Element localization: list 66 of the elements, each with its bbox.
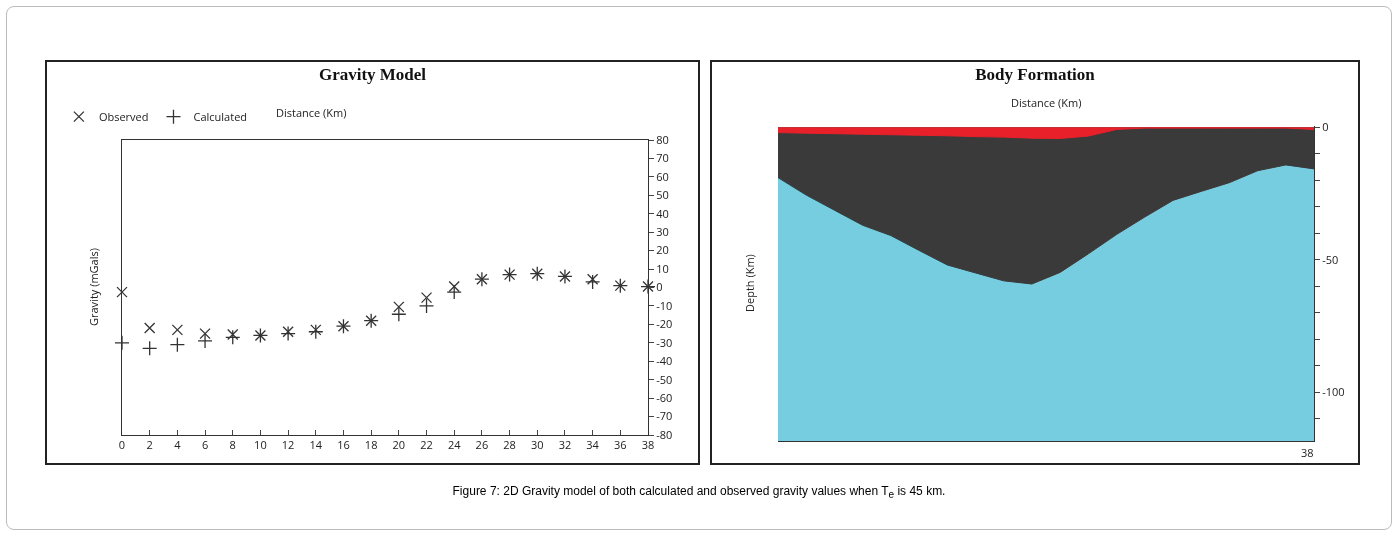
x-axis-title: Distance (Km) xyxy=(1011,95,1082,110)
x-tick-label: 16 xyxy=(337,437,350,453)
x-tick-label: 0 xyxy=(118,437,126,453)
x-tick-label: 26 xyxy=(475,437,489,453)
x-tick-label: 12 xyxy=(281,437,295,453)
point xyxy=(418,298,435,314)
x-tick-label: 10 xyxy=(254,437,267,453)
x-tick-label: 22 xyxy=(420,437,433,453)
legend-label: Calculated xyxy=(193,108,248,124)
x-tick-label: 24 xyxy=(447,437,462,453)
point xyxy=(116,286,128,298)
y-tick-label: -50 xyxy=(1322,251,1339,267)
x-tick-label: 38 xyxy=(641,437,655,453)
point xyxy=(225,329,241,345)
y-axis-title: Gravity (mGals) xyxy=(86,248,101,326)
point xyxy=(114,335,130,351)
y-tick-label: -50 xyxy=(656,371,673,387)
x-tick-label: 14 xyxy=(309,437,323,453)
point xyxy=(310,324,322,336)
y-tick-label: -60 xyxy=(656,389,673,405)
point xyxy=(227,328,239,341)
x-tick-label: 28 xyxy=(503,437,516,453)
y-tick-label: -30 xyxy=(656,334,673,350)
point xyxy=(308,324,324,340)
point xyxy=(584,274,601,290)
y-tick-label: 80 xyxy=(656,131,669,147)
x-tick-label: 38 xyxy=(1300,445,1314,461)
y-tick-label: 50 xyxy=(656,187,669,203)
x-tick-label: 30 xyxy=(530,437,544,453)
x-tick-label: 6 xyxy=(201,437,209,453)
x-tick-label: 32 xyxy=(558,437,572,453)
x-tick-label: 18 xyxy=(364,437,378,453)
y-tick-label: 0 xyxy=(656,279,663,295)
x-axis-title: Distance (Km) xyxy=(276,105,347,120)
y-axis-title: Depth (Km) xyxy=(742,254,757,312)
y-tick-label: -80 xyxy=(656,426,673,442)
point xyxy=(420,291,433,304)
y-tick-label: -40 xyxy=(656,353,673,369)
x-tick-label: 4 xyxy=(174,437,182,453)
x-tick-label: 34 xyxy=(586,437,600,453)
x-tick-label: 36 xyxy=(614,437,627,453)
point xyxy=(282,326,294,338)
y-tick-label: 0 xyxy=(1322,119,1329,135)
point xyxy=(142,340,158,356)
point xyxy=(280,325,296,342)
x-tick-label: 2 xyxy=(146,437,153,453)
point xyxy=(171,324,184,336)
y-tick-label: 20 xyxy=(656,242,669,258)
legend-label: Observed xyxy=(98,108,149,124)
y-tick-label: -10 xyxy=(656,297,673,313)
y-tick-label: -100 xyxy=(1322,383,1345,399)
y-tick-label: 70 xyxy=(656,150,669,166)
y-tick-label: 60 xyxy=(656,168,669,184)
caption: Figure 7: 2D Gravity model of both calculated and observed gravity values when T$_{e}$ is 45 km. xyxy=(451,484,947,501)
y-tick-label: -20 xyxy=(656,316,673,332)
chart-title: Body Formation xyxy=(975,64,1096,84)
point xyxy=(169,337,186,353)
y-tick-label: 40 xyxy=(656,205,669,221)
y-tick-label: 10 xyxy=(656,260,669,276)
x-tick-label: 8 xyxy=(229,437,236,453)
point xyxy=(144,322,156,334)
chart-title: Gravity Model xyxy=(318,64,427,84)
point xyxy=(446,284,462,300)
y-tick-label: -70 xyxy=(656,408,673,424)
x-tick-label: 20 xyxy=(392,437,406,453)
y-tick-label: 30 xyxy=(656,224,669,240)
